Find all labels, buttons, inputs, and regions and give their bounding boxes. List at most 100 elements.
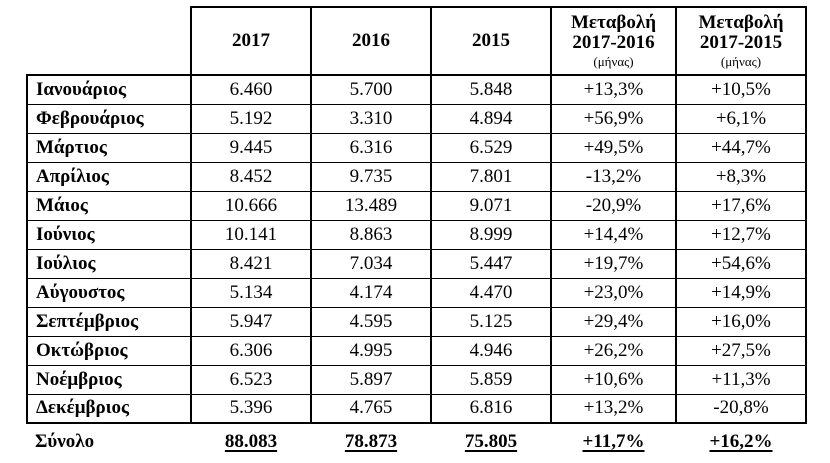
monthly-comparison-table: 2017 2016 2015 Μεταβολή 2017-2016 (μήνας… [26,6,807,459]
total-change-2017-2015: +16,2% [676,423,806,459]
change-2017-2015: +14,9% [675,277,807,308]
change-2017-2016: -20,9% [550,190,677,221]
value-2017: 6.306 [190,335,312,366]
value-2016: 6.316 [310,132,432,163]
value-2016: 5.700 [310,74,432,105]
table-row: Φεβρουάριος 5.192 3.310 4.894 +56,9% +6,… [26,103,807,134]
change-2017-2016: +13,2% [550,393,677,424]
value-2015: 4.470 [430,277,552,308]
change-2017-2015: +8,3% [675,161,807,192]
value-2015: 4.946 [430,335,552,366]
month-label: Αύγουστος [26,277,192,308]
change-header-range: 2017-2016 [572,32,655,54]
month-label: Ιούλιος [26,248,192,279]
total-label: Σύνολο [35,430,95,452]
value-2015: 6.529 [430,132,552,163]
change-2017-2016: +10,6% [550,364,677,395]
change-2017-2015: +16,0% [675,306,807,337]
table-row: Μάιος 10.666 13.489 9.071 -20,9% +17,6% [26,190,807,221]
document-page: 2017 2016 2015 Μεταβολή 2017-2016 (μήνας… [26,6,807,459]
value-2015: 5.125 [430,306,552,337]
total-row: Σύνολο 88.083 78.873 75.805 +11,7% +16,2… [27,423,806,459]
value-2017: 5.134 [190,277,312,308]
value-2015: 7.801 [430,161,552,192]
change-2017-2015: +54,6% [675,248,807,279]
change-2017-2016: +14,4% [550,219,677,250]
table-row: Μάρτιος 9.445 6.316 6.529 +49,5% +44,7% [26,132,807,163]
total-change-2017-2016: +11,7% [551,423,676,459]
change-2017-2015: +11,3% [675,364,807,395]
month-label: Νοέμβριος [26,364,192,395]
month-label: Οκτώβριος [26,335,192,366]
value-2015: 4.894 [430,103,552,134]
value-2015: 9.071 [430,190,552,221]
column-header-2017: 2017 [190,6,312,76]
total-2015: 75.805 [431,423,551,459]
column-header-2015: 2015 [430,6,552,76]
change-2017-2016: -13,2% [550,161,677,192]
table-row: Δεκέμβριος 5.396 4.765 6.816 +13,2% -20,… [26,393,807,424]
change-2017-2015: +17,6% [675,190,807,221]
change-2017-2016: +29,4% [550,306,677,337]
value-2016: 4.765 [310,393,432,424]
table-row: Απρίλιος 8.452 9.735 7.801 -13,2% +8,3% [26,161,807,192]
value-2016: 8.863 [310,219,432,250]
value-2016: 4.595 [310,306,432,337]
change-2017-2016: +26,2% [550,335,677,366]
table-row: Ιούνιος 10.141 8.863 8.999 +14,4% +12,7% [26,219,807,250]
value-2017: 6.460 [190,74,312,105]
change-header-range: 2017-2015 [699,32,783,54]
total-2015-value: 75.805 [464,430,518,452]
change-2017-2016: +19,7% [550,248,677,279]
value-2017: 8.452 [190,161,312,192]
month-label: Απρίλιος [26,161,192,192]
value-2016: 9.735 [310,161,432,192]
change-2017-2016: +23,0% [550,277,677,308]
value-2017: 5.192 [190,103,312,134]
total-2017: 88.083 [191,423,311,459]
value-2015: 8.999 [430,219,552,250]
change-2017-2015: +27,5% [675,335,807,366]
month-label: Μάιος [26,190,192,221]
month-label: Σεπτέμβριος [26,306,192,337]
column-header-2016: 2016 [310,6,432,76]
change-2017-2016: +13,3% [550,74,677,105]
value-2016: 13.489 [310,190,432,221]
month-label: Ιούνιος [26,219,192,250]
corner-empty-cell [27,7,191,75]
total-2016: 78.873 [311,423,431,459]
value-2016: 3.310 [310,103,432,134]
change-header-title: Μεταβολή [698,11,784,33]
change-header-title: Μεταβολή [570,11,657,33]
change-2017-2015: +44,7% [675,132,807,163]
month-label: Ιανουάριος [26,74,192,105]
value-2016: 7.034 [310,248,432,279]
value-2015: 5.859 [430,364,552,395]
table-row: Ιούλιος 8.421 7.034 5.447 +19,7% +54,6% [26,248,807,279]
change-2017-2016: +49,5% [550,132,677,163]
month-label: Φεβρουάριος [26,103,192,134]
value-2016: 4.995 [310,335,432,366]
table-row: Σεπτέμβριος 5.947 4.595 5.125 +29,4% +16… [26,306,807,337]
value-2016: 5.897 [310,364,432,395]
table-row: Αύγουστος 5.134 4.174 4.470 +23,0% +14,9… [26,277,807,308]
change-2017-2015: +12,7% [675,219,807,250]
total-change-2017-2016-value: +11,7% [582,430,645,452]
change-header-unit: (μήνας) [720,53,762,69]
month-label: Μάρτιος [26,132,192,163]
column-header-change-2017-2015: Μεταβολή 2017-2015 (μήνας) [675,6,807,76]
total-change-2017-2015-value: +16,2% [709,430,773,452]
value-2017: 5.396 [190,393,312,424]
table-row: Νοέμβριος 6.523 5.897 5.859 +10,6% +11,3… [26,364,807,395]
value-2017: 10.141 [190,219,312,250]
total-2016-value: 78.873 [344,430,398,452]
table-row: Οκτώβριος 6.306 4.995 4.946 +26,2% +27,5… [26,335,807,366]
value-2015: 5.848 [430,74,552,105]
value-2017: 10.666 [190,190,312,221]
value-2015: 5.447 [430,248,552,279]
value-2017: 6.523 [190,364,312,395]
value-2017: 9.445 [190,132,312,163]
change-2017-2015: +10,5% [675,74,807,105]
value-2017: 8.421 [190,248,312,279]
value-2016: 4.174 [310,277,432,308]
